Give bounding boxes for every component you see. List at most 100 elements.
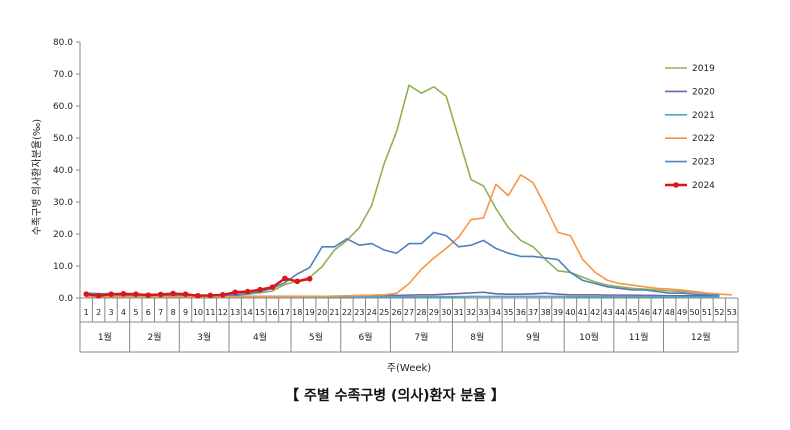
series-layer — [83, 84, 732, 299]
x-tick-label: 10 — [193, 308, 203, 317]
x-tick-label: 33 — [478, 308, 488, 317]
x-tick-label: 8 — [171, 308, 176, 317]
x-tick-label: 3 — [108, 308, 113, 317]
series-line-2022 — [86, 174, 732, 298]
x-tick-label: 15 — [255, 308, 265, 317]
x-tick-label: 19 — [305, 308, 315, 317]
x-tick-label: 27 — [404, 308, 414, 317]
x-tick-label: 31 — [454, 308, 464, 317]
series-2023 — [86, 231, 720, 297]
data-point-2024 — [232, 289, 238, 296]
x-month-label: 10월 — [579, 331, 599, 343]
x-tick-label: 48 — [665, 308, 675, 317]
y-tick-label: 80.0 — [53, 38, 73, 48]
y-tick-label: 10.0 — [53, 262, 73, 272]
y-tick-label: 50.0 — [53, 134, 73, 144]
x-month-label: 2월 — [147, 331, 161, 343]
x-tick-label: 24 — [367, 308, 377, 317]
x-tick-label: 16 — [267, 308, 277, 317]
data-point-2024 — [195, 292, 201, 299]
x-tick-label: 28 — [416, 308, 426, 317]
y-tick-label: 70.0 — [53, 70, 73, 80]
y-tick-label: 0.0 — [59, 294, 74, 304]
x-tick-label: 51 — [702, 308, 712, 317]
x-tick-label: 40 — [565, 308, 575, 317]
legend-label-2022: 2022 — [692, 134, 715, 144]
x-month-label: 4월 — [253, 331, 267, 343]
x-month-label: 9월 — [526, 331, 540, 343]
data-point-2024 — [294, 278, 301, 285]
x-tick-label: 49 — [677, 308, 687, 317]
data-point-2024 — [207, 292, 214, 299]
data-point-2024 — [157, 291, 164, 298]
y-tick-label: 20.0 — [53, 230, 73, 240]
x-tick-label: 26 — [391, 308, 401, 317]
x-tick-label: 6 — [146, 308, 151, 317]
x-tick-label: 25 — [379, 308, 389, 317]
series-2024 — [83, 275, 313, 299]
x-tick-label: 17 — [280, 308, 290, 317]
data-point-2024 — [170, 290, 176, 297]
x-tick-label: 20 — [317, 308, 327, 317]
data-point-2024 — [120, 291, 127, 297]
data-point-2024 — [282, 275, 288, 282]
data-point-2024 — [219, 292, 226, 298]
x-tick-label: 37 — [528, 308, 538, 317]
legend-label-2024: 2024 — [692, 181, 715, 191]
data-point-2024 — [182, 291, 189, 297]
data-point-2024 — [244, 288, 251, 295]
x-tick-label: 38 — [540, 308, 550, 317]
x-tick-label: 18 — [292, 308, 302, 317]
legend-label-2023: 2023 — [692, 158, 715, 168]
y-axis: 0.0 10.0 20.0 30.0 40.0 50.0 60.0 70.0 80.0 — [53, 38, 81, 304]
x-month-label: 3월 — [197, 331, 211, 343]
data-point-2024 — [108, 291, 114, 297]
x-tick-label: 5 — [133, 308, 138, 317]
legend-label-2019: 2019 — [692, 64, 715, 74]
x-axis-title: 주(Week) — [387, 363, 431, 374]
chart-caption: 【 주별 수족구병 (의사)환자 분율 】 — [285, 388, 505, 404]
x-tick-label: 35 — [503, 308, 513, 317]
x-month-label: 12월 — [691, 331, 711, 343]
x-tick-label: 30 — [441, 308, 451, 317]
data-point-2024 — [133, 291, 139, 297]
data-point-2024 — [306, 276, 313, 282]
series-2019 — [86, 84, 720, 296]
x-tick-label: 43 — [603, 308, 613, 317]
x-tick-label: 36 — [516, 308, 526, 317]
x-tick-label: 50 — [689, 308, 699, 317]
x-tick-label: 32 — [466, 308, 476, 317]
data-point-2024 — [83, 291, 90, 297]
x-tick-label: 52 — [714, 308, 724, 317]
x-tick-label: 1 — [84, 308, 89, 317]
legend: 2019 2020 2021 2022 2023 2024 — [665, 64, 715, 191]
x-month-label: 11월 — [629, 331, 649, 343]
x-tick-label: 45 — [627, 308, 637, 317]
x-tick-label: 12 — [218, 308, 228, 317]
x-month-label: 6월 — [359, 331, 373, 343]
legend-label-2021: 2021 — [692, 111, 715, 121]
x-month-label: 7월 — [414, 331, 428, 343]
series-line-2023 — [86, 231, 720, 297]
x-month-label: 5월 — [309, 331, 323, 343]
x-month-label: 1월 — [98, 331, 112, 343]
x-tick-label: 13 — [230, 308, 240, 317]
legend-label-2020: 2020 — [692, 87, 715, 97]
x-tick-label: 29 — [429, 308, 439, 317]
data-point-2024 — [257, 286, 263, 293]
y-tick-label: 40.0 — [53, 166, 73, 176]
data-point-2024 — [95, 292, 102, 299]
x-axis: 1 2 3 4 5 6 7 8 9 10 11 12 13 14 15 16 17 18 19 20 21 22 23 24 2… — [79, 297, 739, 353]
y-tick-label: 30.0 — [53, 198, 73, 208]
x-tick-label: 23 — [354, 308, 364, 317]
x-tick-label: 22 — [342, 308, 352, 317]
data-point-2024 — [145, 292, 152, 298]
x-tick-label: 11 — [205, 308, 215, 317]
x-tick-label: 2 — [96, 308, 101, 317]
x-tick-label: 21 — [329, 308, 339, 317]
x-tick-label: 39 — [553, 308, 563, 317]
x-tick-label: 42 — [590, 308, 600, 317]
x-tick-label: 47 — [652, 308, 662, 317]
x-tick-label: 7 — [158, 308, 163, 317]
